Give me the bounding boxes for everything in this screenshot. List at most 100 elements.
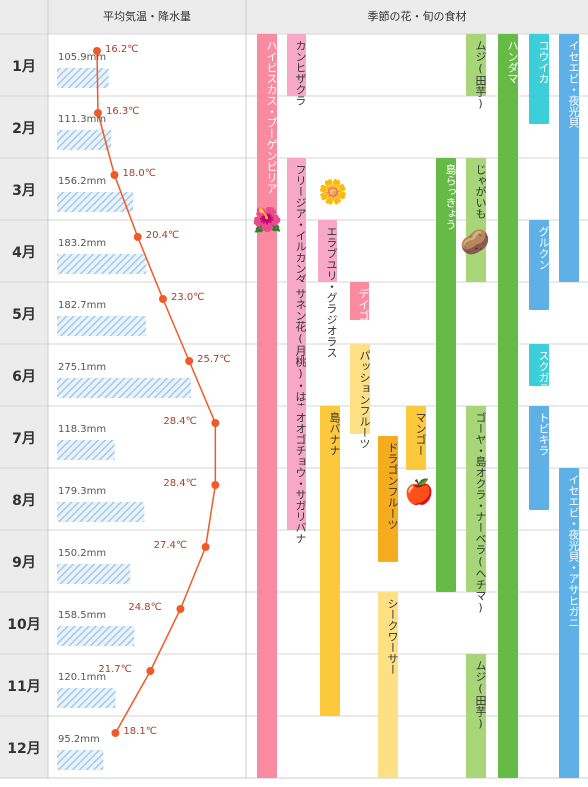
seasonal-band-label: デイゴ xyxy=(357,288,370,321)
seasonal-band-label: じゃがいも xyxy=(474,164,487,219)
precipitation-label: 120.1mm xyxy=(58,672,107,683)
seasonal-band: スクガラス xyxy=(529,344,550,405)
seasonal-band: パッションフルーツ xyxy=(350,344,371,449)
seasonal-band-label: オオゴチョウ・サガリバナ xyxy=(294,412,307,544)
seasonal-band-label: コウイカ xyxy=(537,40,550,84)
seasonal-band-label: ハイビスカス・ブーゲンビリア xyxy=(265,40,278,194)
temperature-label: 28.4℃ xyxy=(163,416,197,427)
month-label: 6月 xyxy=(12,369,36,385)
seasonal-band-label: ムジ(田芋) xyxy=(474,660,487,730)
temperature-point xyxy=(146,667,155,675)
seasonal-band-label: イセエビ・夜光貝・アサヒガニ xyxy=(567,474,580,628)
hibiscus-icon: 🌺 xyxy=(252,206,282,234)
seasonal-band-label: 島バナナ xyxy=(328,412,341,456)
seasonal-band: 島らっきょう xyxy=(436,158,457,592)
seasonal-band: ドラゴンフルーツ xyxy=(378,436,399,562)
potato-icon: 🥔 xyxy=(460,228,490,256)
season-header: 季節の花・旬の食材 xyxy=(367,10,467,23)
precipitation-bar xyxy=(57,130,112,150)
seasonal-band: 島バナナ xyxy=(320,406,341,716)
precipitation-bar xyxy=(57,688,116,708)
month-label: 8月 xyxy=(12,493,36,509)
temperature-point xyxy=(201,543,210,551)
seasonal-band-label: ドラゴンフルーツ xyxy=(386,442,399,530)
seasonal-band: ハンダマ xyxy=(498,34,519,778)
precipitation-label: 95.2mm xyxy=(58,734,100,745)
seasonal-band: じゃがいも xyxy=(466,158,487,282)
seasonal-band: トビキラ xyxy=(529,406,550,510)
seasonal-band: グルクン xyxy=(529,220,550,310)
temperature-line xyxy=(96,50,217,734)
seasonal-band-label: フリージア・イルカンダ xyxy=(294,164,307,285)
seasonal-band: ムジ(田芋) xyxy=(466,34,487,110)
header-background xyxy=(0,0,588,34)
temperature-point xyxy=(158,295,167,303)
month-label: 9月 xyxy=(12,555,36,571)
seasonal-band-label: カンヒザクラ xyxy=(294,40,307,106)
precipitation-label: 156.2mm xyxy=(58,176,107,187)
seasonal-band: マンゴー xyxy=(406,406,427,470)
month-label: 12月 xyxy=(7,741,41,757)
temperature-point xyxy=(211,419,220,427)
temperature-label: 21.7℃ xyxy=(98,664,132,675)
precipitation-bar xyxy=(57,440,115,460)
temperature-point xyxy=(93,47,101,55)
seasonal-band-label: ムジ(田芋) xyxy=(474,40,487,110)
temperature-label: 23.0℃ xyxy=(170,292,205,303)
precipitation-bar xyxy=(57,626,135,646)
precipitation-bar xyxy=(57,750,104,770)
temperature-point xyxy=(111,729,120,737)
seasonal-band: ゴーヤ・島オクラ・ナーベラ(ヘチマ) xyxy=(466,406,487,614)
seasonal-band-label: ハンダマ xyxy=(506,40,519,84)
lily-icon: 🌼 xyxy=(318,178,348,206)
seasonal-band: イセエビ・夜光貝・アサヒガニ xyxy=(559,468,580,778)
temperature-label: 25.7℃ xyxy=(197,354,231,365)
seasonal-band-label: エラブユリ・グラジオラス xyxy=(325,226,338,358)
seasonal-band-label: マンゴー xyxy=(414,412,427,456)
precipitation-bar xyxy=(57,192,134,212)
seasonal-band: フリージア・イルカンダ xyxy=(287,158,307,285)
precipitation-bar xyxy=(57,316,146,336)
month-label: 10月 xyxy=(7,617,41,633)
precipitation-label: 179.3mm xyxy=(58,486,107,497)
month-label: 7月 xyxy=(12,431,36,447)
seasonal-band: イセエビ・夜光貝 xyxy=(559,34,580,282)
temperature-label: 18.0℃ xyxy=(122,168,156,179)
precipitation-label: 111.3mm xyxy=(58,114,107,125)
climate-header: 平均気温・降水量 xyxy=(103,10,191,23)
seasonal-band-label: グルクン xyxy=(537,226,550,270)
seasonal-band: デイゴ xyxy=(350,282,370,321)
temperature-label: 20.4℃ xyxy=(145,230,180,241)
precipitation-label: 118.3mm xyxy=(58,424,107,435)
seasonal-band: ハイビスカス・ブーゲンビリア xyxy=(257,34,278,778)
seasonal-band-label: イセエビ・夜光貝 xyxy=(567,40,580,128)
temperature-point xyxy=(185,357,194,365)
precipitation-bar xyxy=(57,254,147,274)
temperature-label: 28.4℃ xyxy=(163,478,197,489)
precipitation-label: 275.1mm xyxy=(58,362,107,373)
precipitation-label: 158.5mm xyxy=(58,610,107,621)
precipitation-bar xyxy=(57,378,191,398)
month-label: 11月 xyxy=(7,679,41,695)
month-label: 3月 xyxy=(12,183,36,199)
temperature-label: 16.3℃ xyxy=(105,106,140,117)
seasonal-band: エラブユリ・グラジオラス xyxy=(318,220,338,358)
temperature-point xyxy=(110,171,119,179)
seasonal-band-label: ゴーヤ・島オクラ・ナーベラ(ヘチマ) xyxy=(474,412,487,614)
precipitation-bar xyxy=(57,564,131,584)
temperature-label: 16.2℃ xyxy=(105,44,139,55)
temperature-point xyxy=(211,481,220,489)
precipitation-label: 183.2mm xyxy=(58,238,107,249)
seasonal-band: サネン花(月桃)・はまゆう xyxy=(287,282,307,435)
seasonal-band: カンヒザクラ xyxy=(287,34,307,106)
temperature-label: 27.4℃ xyxy=(153,540,188,551)
seasonal-band-label: 島らっきょう xyxy=(444,164,457,230)
seasonal-band-label: シークワーサー xyxy=(386,598,399,675)
seasonal-band-label: パッションフルーツ xyxy=(358,350,371,449)
month-label: 2月 xyxy=(12,121,36,137)
seasonal-band-label: トビキラ xyxy=(537,412,550,456)
seasonal-band: コウイカ xyxy=(529,34,550,124)
month-label: 1月 xyxy=(12,59,36,75)
month-label: 5月 xyxy=(12,307,36,323)
